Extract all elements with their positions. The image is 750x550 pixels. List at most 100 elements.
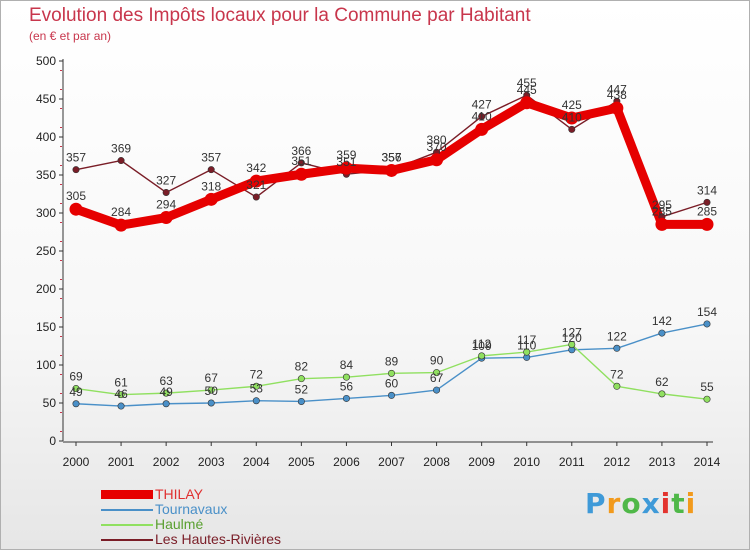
data-label: 72 — [250, 367, 264, 381]
x-tick-label: 2009 — [468, 455, 495, 469]
data-point — [117, 391, 125, 399]
data-label: 50 — [205, 384, 219, 398]
y-tick-label: 50 — [43, 396, 57, 410]
logo-letter: o — [621, 487, 642, 520]
data-label: 63 — [159, 374, 173, 388]
legend-swatch — [101, 490, 153, 499]
data-label: 67 — [430, 371, 444, 385]
data-point — [433, 386, 441, 394]
data-label: 427 — [472, 97, 492, 111]
x-tick-label: 2006 — [333, 455, 360, 469]
data-label: 351 — [291, 154, 311, 168]
data-point — [114, 218, 128, 232]
data-point — [565, 111, 579, 125]
proxiti-logo: Proxiti — [585, 487, 696, 520]
logo-letter: i — [685, 487, 697, 520]
data-label: 110 — [517, 338, 536, 352]
data-point — [207, 386, 215, 394]
y-tick-label: 500 — [36, 54, 56, 68]
data-point — [72, 385, 80, 393]
data-label: 55 — [700, 380, 714, 394]
data-point — [568, 125, 576, 133]
data-point — [117, 402, 125, 410]
logo-letter: r — [606, 487, 622, 520]
data-label: 438 — [607, 88, 627, 102]
data-point — [523, 348, 531, 356]
data-label: 127 — [562, 325, 582, 339]
data-label: 356 — [381, 150, 401, 164]
data-label: 351 — [336, 155, 356, 169]
x-tick-label: 2002 — [153, 455, 180, 469]
x-tick-label: 2013 — [649, 455, 676, 469]
data-point — [385, 163, 398, 177]
data-label: 369 — [111, 142, 131, 156]
data-label: 109 — [472, 339, 492, 353]
data-label: 84 — [340, 358, 354, 372]
data-label: 410 — [472, 109, 492, 123]
data-point — [207, 166, 215, 174]
data-point — [342, 373, 350, 381]
data-point — [475, 122, 489, 136]
data-label: 455 — [517, 76, 537, 90]
data-label: 370 — [427, 140, 447, 154]
data-point — [703, 395, 711, 403]
data-point — [297, 397, 305, 405]
data-point — [159, 211, 173, 225]
data-point — [69, 202, 83, 216]
data-label: 89 — [385, 354, 399, 368]
data-label: 120 — [562, 331, 582, 345]
data-label: 294 — [156, 198, 176, 212]
legend-label: THILAY — [155, 486, 203, 502]
data-label: 285 — [697, 204, 717, 218]
data-label: 357 — [66, 151, 86, 165]
data-label: 142 — [652, 314, 672, 328]
data-label: 295 — [652, 198, 672, 212]
data-label: 321 — [246, 178, 266, 192]
data-point — [478, 112, 486, 120]
data-label: 52 — [295, 382, 309, 396]
data-label: 357 — [381, 151, 401, 165]
data-point — [387, 391, 395, 399]
data-point — [297, 159, 305, 167]
data-label: 284 — [111, 205, 131, 219]
data-label: 56 — [340, 379, 354, 393]
y-tick-label: 300 — [36, 206, 56, 220]
data-point — [658, 329, 666, 337]
data-label: 62 — [655, 375, 669, 389]
data-label: 314 — [697, 183, 717, 197]
y-tick-label: 150 — [36, 320, 56, 334]
logo-letter: P — [585, 487, 607, 520]
data-point — [252, 397, 260, 405]
logo-letter: t — [671, 487, 686, 520]
data-point — [478, 352, 486, 360]
data-label: 67 — [205, 371, 219, 385]
data-point — [655, 217, 669, 231]
data-point — [387, 369, 395, 377]
data-label: 49 — [69, 385, 83, 399]
data-label: 46 — [114, 387, 128, 401]
data-point — [207, 399, 215, 407]
legend-swatch — [101, 524, 153, 526]
data-point — [430, 153, 444, 167]
chart-data-points — [69, 91, 714, 410]
data-label: 318 — [201, 179, 221, 193]
data-point — [339, 161, 353, 175]
data-label: 359 — [336, 148, 356, 162]
data-label: 425 — [562, 98, 582, 112]
data-label: 69 — [69, 370, 83, 384]
data-point — [700, 217, 714, 231]
data-point — [162, 389, 170, 397]
data-point — [610, 101, 624, 115]
data-label: 53 — [250, 382, 264, 396]
y-tick-label: 0 — [49, 434, 56, 448]
x-tick-label: 2010 — [513, 455, 540, 469]
data-point — [294, 167, 308, 181]
data-label: 72 — [610, 367, 624, 381]
legend-label: Tournavaux — [155, 501, 228, 517]
data-label: 366 — [291, 144, 311, 158]
data-point — [252, 193, 260, 201]
y-tick-label: 450 — [36, 92, 56, 106]
data-point — [249, 174, 263, 188]
